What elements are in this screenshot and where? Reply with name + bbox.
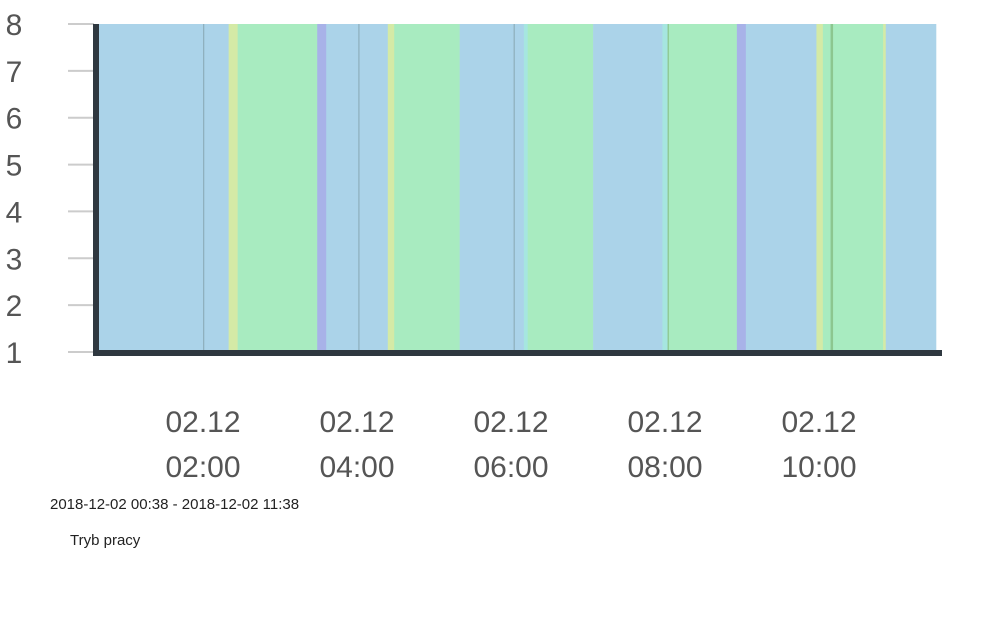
timeline-segment bbox=[394, 24, 460, 352]
y-tick-label: 2 bbox=[6, 290, 23, 323]
x-tick-time-label: 10:00 bbox=[781, 451, 856, 484]
timeline-segment bbox=[736, 24, 747, 352]
timeline-segment bbox=[885, 24, 937, 352]
y-axis-ticks: 1 2 3 4 5 6 7 8 bbox=[6, 9, 23, 370]
timeline-segment bbox=[527, 24, 594, 352]
timeline-segment bbox=[326, 24, 359, 352]
timeline-segment bbox=[459, 24, 514, 352]
timeline-segment bbox=[359, 24, 389, 352]
timeline-segment bbox=[358, 24, 360, 352]
y-tick-label: 5 bbox=[6, 150, 23, 183]
timeline-segment bbox=[745, 24, 817, 352]
axes bbox=[93, 24, 942, 356]
timeline-segment bbox=[204, 24, 229, 352]
timeline-segment bbox=[317, 24, 327, 352]
x-tick-date-label: 02.12 bbox=[781, 406, 856, 439]
timeline-segment bbox=[830, 24, 834, 352]
x-axis-ticks: 02.12 02:00 02.12 04:00 02.12 06:00 02.12 08:00… bbox=[165, 406, 856, 484]
series-label: Tryb pracy bbox=[70, 532, 141, 549]
timeline-segment bbox=[833, 24, 884, 352]
y-gridlines bbox=[68, 23, 94, 353]
x-tick-time-label: 04:00 bbox=[319, 451, 394, 484]
y-tick-label: 4 bbox=[6, 196, 23, 229]
timeline-segment bbox=[883, 24, 887, 352]
timeline-segment bbox=[816, 24, 824, 352]
timeline-segment bbox=[513, 24, 516, 352]
y-tick-label: 3 bbox=[6, 243, 23, 276]
x-tick-time-label: 02:00 bbox=[165, 451, 240, 484]
x-tick-date-label: 02.12 bbox=[627, 406, 702, 439]
timeline-segment bbox=[668, 24, 738, 352]
timeline-segment bbox=[228, 24, 238, 352]
timeline-segment bbox=[387, 24, 395, 352]
x-tick-date-label: 02.12 bbox=[473, 406, 548, 439]
timeline-segment bbox=[203, 24, 205, 352]
y-tick-label: 6 bbox=[6, 103, 23, 136]
y-tick-label: 7 bbox=[6, 56, 23, 89]
timeline-segment bbox=[237, 24, 318, 352]
x-tick-date-label: 02.12 bbox=[319, 406, 394, 439]
timeline-segment bbox=[97, 24, 204, 352]
timeline-segment bbox=[523, 24, 528, 352]
timeline-segment bbox=[593, 24, 663, 352]
timeline-segment bbox=[667, 24, 670, 352]
x-tick-time-label: 06:00 bbox=[473, 451, 548, 484]
timeline-segments bbox=[97, 24, 937, 352]
timeline-segment bbox=[514, 24, 525, 352]
x-tick-time-label: 08:00 bbox=[627, 451, 702, 484]
timeline-segment bbox=[662, 24, 668, 352]
date-range-label: 2018-12-02 00:38 - 2018-12-02 11:38 bbox=[50, 496, 300, 513]
timeline-segment bbox=[822, 24, 831, 352]
x-tick-date-label: 02.12 bbox=[165, 406, 240, 439]
y-tick-label: 1 bbox=[6, 337, 23, 370]
y-tick-label: 8 bbox=[6, 9, 23, 42]
